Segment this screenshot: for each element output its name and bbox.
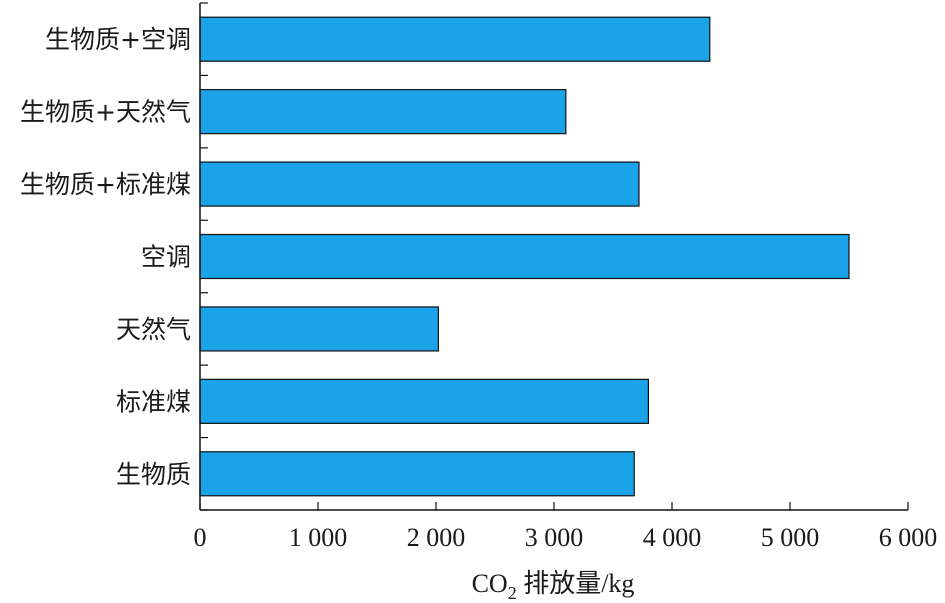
bar [199, 161, 640, 207]
x-tick-label: 4 000 [643, 523, 702, 552]
bar [199, 16, 711, 62]
category-label: 生物质+空调 [45, 25, 191, 54]
bar [199, 451, 635, 497]
bar [199, 306, 439, 352]
category-label: 生物质 [116, 460, 191, 489]
x-tick-label: 1 000 [289, 523, 348, 552]
x-axis-title-prefix: CO [472, 569, 508, 598]
category-label: 天然气 [116, 315, 191, 344]
x-tick-label: 2 000 [407, 523, 466, 552]
x-tick-label: 5 000 [761, 523, 820, 552]
x-axis-title-subscript: 2 [508, 583, 517, 603]
bar [199, 89, 567, 135]
bar [199, 233, 850, 280]
category-label: 标准煤 [116, 387, 191, 416]
category-label: 空调 [141, 243, 191, 272]
x-axis-title-suffix: 排放量/kg [517, 569, 635, 598]
x-tick-label: 3 000 [525, 523, 584, 552]
x-tick-label: 6 000 [879, 523, 938, 552]
x-tick-label: 0 [194, 523, 207, 552]
category-label: 生物质+天然气 [20, 98, 191, 127]
bar [199, 378, 649, 424]
category-label: 生物质+标准煤 [20, 170, 191, 199]
bars-group [199, 16, 850, 497]
x-axis: 0 1 000 2 000 3 000 4 000 5 000 6 000 [194, 502, 938, 552]
x-axis-title: CO2 排放量/kg [472, 569, 635, 603]
